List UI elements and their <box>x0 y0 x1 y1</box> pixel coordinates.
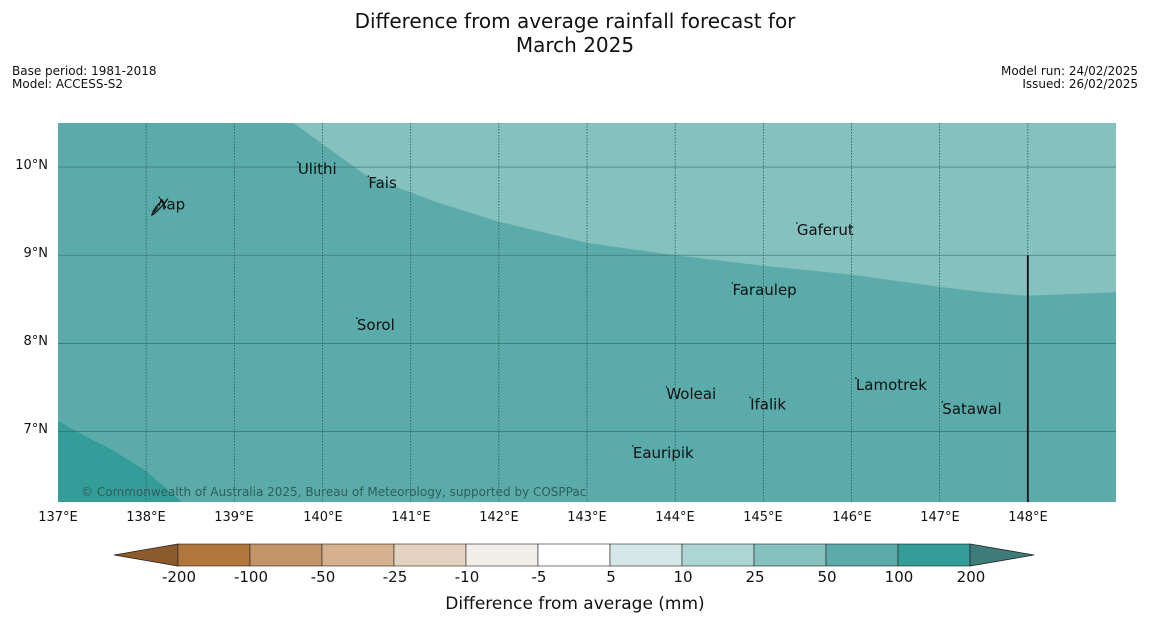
colorbar-label: 10 <box>673 568 693 586</box>
colorbar-segment <box>465 543 539 567</box>
colorbar-segment <box>897 543 971 567</box>
colorbar-label: -5 <box>531 568 547 586</box>
colorbar-segment <box>321 543 395 567</box>
colorbar-label: 200 <box>956 568 986 586</box>
island-marker <box>731 282 734 284</box>
yap-island-outline <box>151 198 167 217</box>
lon-label-138e: 138°E <box>126 510 166 525</box>
place-label: Ifalik <box>750 395 786 413</box>
lon-label-142e: 142°E <box>479 510 519 525</box>
colorbar-extend-high <box>969 543 1035 567</box>
base-period: Base period: 1981-2018 <box>12 64 157 78</box>
map-gridlines <box>58 123 1116 502</box>
title-line-2: March 2025 <box>515 33 635 57</box>
island-marker <box>796 222 798 224</box>
rainfall-region <box>58 420 182 502</box>
colorbar-segment <box>393 543 467 567</box>
colorbar-segment <box>825 543 899 567</box>
chart-title: Difference from average rainfall forecas… <box>0 9 1150 57</box>
colorbar-title: Difference from average (mm) <box>445 594 705 614</box>
island-marker <box>367 175 370 178</box>
island-marker <box>356 317 358 319</box>
island-marker <box>665 386 668 388</box>
place-label: Sorol <box>357 316 395 334</box>
lon-label-145e: 145°E <box>743 510 783 525</box>
lon-label-144e: 144°E <box>655 510 695 525</box>
place-label: Yap <box>158 195 185 213</box>
lon-label-141e: 141°E <box>391 510 431 525</box>
lat-label-9n: 9°N <box>23 246 49 261</box>
issued-date: Issued: 26/02/2025 <box>1022 77 1138 91</box>
place-label: Woleai <box>666 385 716 403</box>
colorbar-segment <box>177 543 251 567</box>
colorbar <box>114 543 1035 567</box>
island-marker <box>297 161 299 163</box>
place-label: Ulithi <box>298 160 337 178</box>
colorbar-segment <box>249 543 323 567</box>
metadata-left: Base period: 1981-2018 Model: ACCESS-S2 <box>12 65 157 91</box>
colorbar-label: 50 <box>817 568 837 586</box>
place-label: Gaferut <box>797 221 854 239</box>
colorbar-segment <box>753 543 827 567</box>
island-marker <box>749 396 751 399</box>
colorbar-label: -25 <box>382 568 408 586</box>
model-name: Model: ACCESS-S2 <box>12 77 124 91</box>
island-marker <box>158 196 161 199</box>
colorbar-label: 25 <box>745 568 765 586</box>
place-label: Fais <box>368 174 397 192</box>
colorbar-label: -200 <box>161 568 197 586</box>
colorbar-extend-low <box>114 543 179 567</box>
colorbar-segment <box>681 543 755 567</box>
lat-label-10n: 10°N <box>15 158 48 173</box>
colorbar-label: -10 <box>454 568 480 586</box>
rainfall-map: Yap Ulithi Fais Gaferut Faraulep Sorol Lamotre… <box>58 123 1116 502</box>
copyright-notice: © Commonwealth of Australia 2025, Bureau… <box>81 485 586 499</box>
island-marker <box>632 445 634 447</box>
title-line-1: Difference from average rainfall forecas… <box>354 9 796 33</box>
metadata-right: Model run: 24/02/2025 Issued: 26/02/2025 <box>1001 65 1138 91</box>
place-markers: Yap Ulithi Fais Gaferut Faraulep Sorol Lamotre… <box>158 160 1001 462</box>
lon-label-143e: 143°E <box>567 510 607 525</box>
lon-label-146e: 146°E <box>832 510 872 525</box>
colorbar-label: -100 <box>233 568 269 586</box>
lon-label-137e: 137°E <box>38 510 78 525</box>
colorbar-label: -50 <box>310 568 336 586</box>
colorbar-segment <box>537 543 611 567</box>
lon-label-140e: 140°E <box>303 510 343 525</box>
place-label: Satawal <box>942 400 1001 418</box>
place-label: Eauripik <box>633 444 694 462</box>
colorbar-label: 5 <box>606 568 616 586</box>
model-run: Model run: 24/02/2025 <box>1000 64 1138 78</box>
colorbar-segment <box>609 543 683 567</box>
place-label: Faraulep <box>732 281 796 299</box>
lon-label-139e: 139°E <box>214 510 254 525</box>
lat-label-8n: 8°N <box>23 334 49 349</box>
lat-label-7n: 7°N <box>23 422 49 437</box>
place-label: Lamotrek <box>856 376 927 394</box>
island-marker <box>941 401 944 403</box>
lon-label-147e: 147°E <box>920 510 960 525</box>
island-marker <box>855 377 857 379</box>
lon-label-148e: 148°E <box>1008 510 1048 525</box>
colorbar-label: 100 <box>884 568 914 586</box>
yap-island <box>151 198 167 217</box>
